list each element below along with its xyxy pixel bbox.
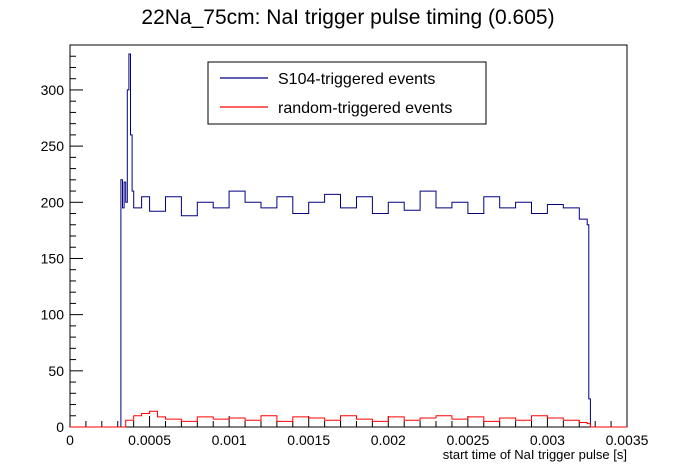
- legend-box: [207, 61, 487, 125]
- x-tick-label: 0.003: [530, 432, 565, 448]
- x-tick-label: 0.0035: [606, 432, 649, 448]
- x-tick-label: 0.001: [212, 432, 247, 448]
- x-tick-label: 0.0015: [287, 432, 330, 448]
- y-tick-label: 100: [41, 307, 65, 323]
- series-group: [70, 53, 627, 428]
- x-tick-label: 0.0025: [446, 432, 489, 448]
- x-tick-label: 0.002: [371, 432, 406, 448]
- x-tick-label: 0.0005: [128, 432, 171, 448]
- axes: 0 0.0005 0.001 0.0015 0.002 0.0025 0.003 0.0035…: [41, 44, 649, 462]
- y-tick-label: 0: [56, 419, 64, 435]
- series-line-s104: [70, 53, 627, 428]
- y-tick-label: 50: [48, 363, 64, 379]
- x-axis-label: start time of NaI trigger pulse [s]: [443, 447, 627, 462]
- legend-label-s104: S104-triggered events: [278, 71, 435, 88]
- y-tick-label: 300: [41, 82, 65, 98]
- y-tick-label: 250: [41, 138, 65, 154]
- y-tick-label: 150: [41, 250, 65, 266]
- chart-title: 22Na_75cm: NaI trigger pulse timing (0.6…: [141, 6, 555, 29]
- legend: S104-triggered events random-triggered e…: [207, 61, 487, 125]
- y-tick-label: 200: [41, 194, 65, 210]
- legend-label-random: random-triggered events: [278, 100, 452, 117]
- series-line-random: [70, 410, 627, 428]
- x-tick-label: 0: [66, 432, 74, 448]
